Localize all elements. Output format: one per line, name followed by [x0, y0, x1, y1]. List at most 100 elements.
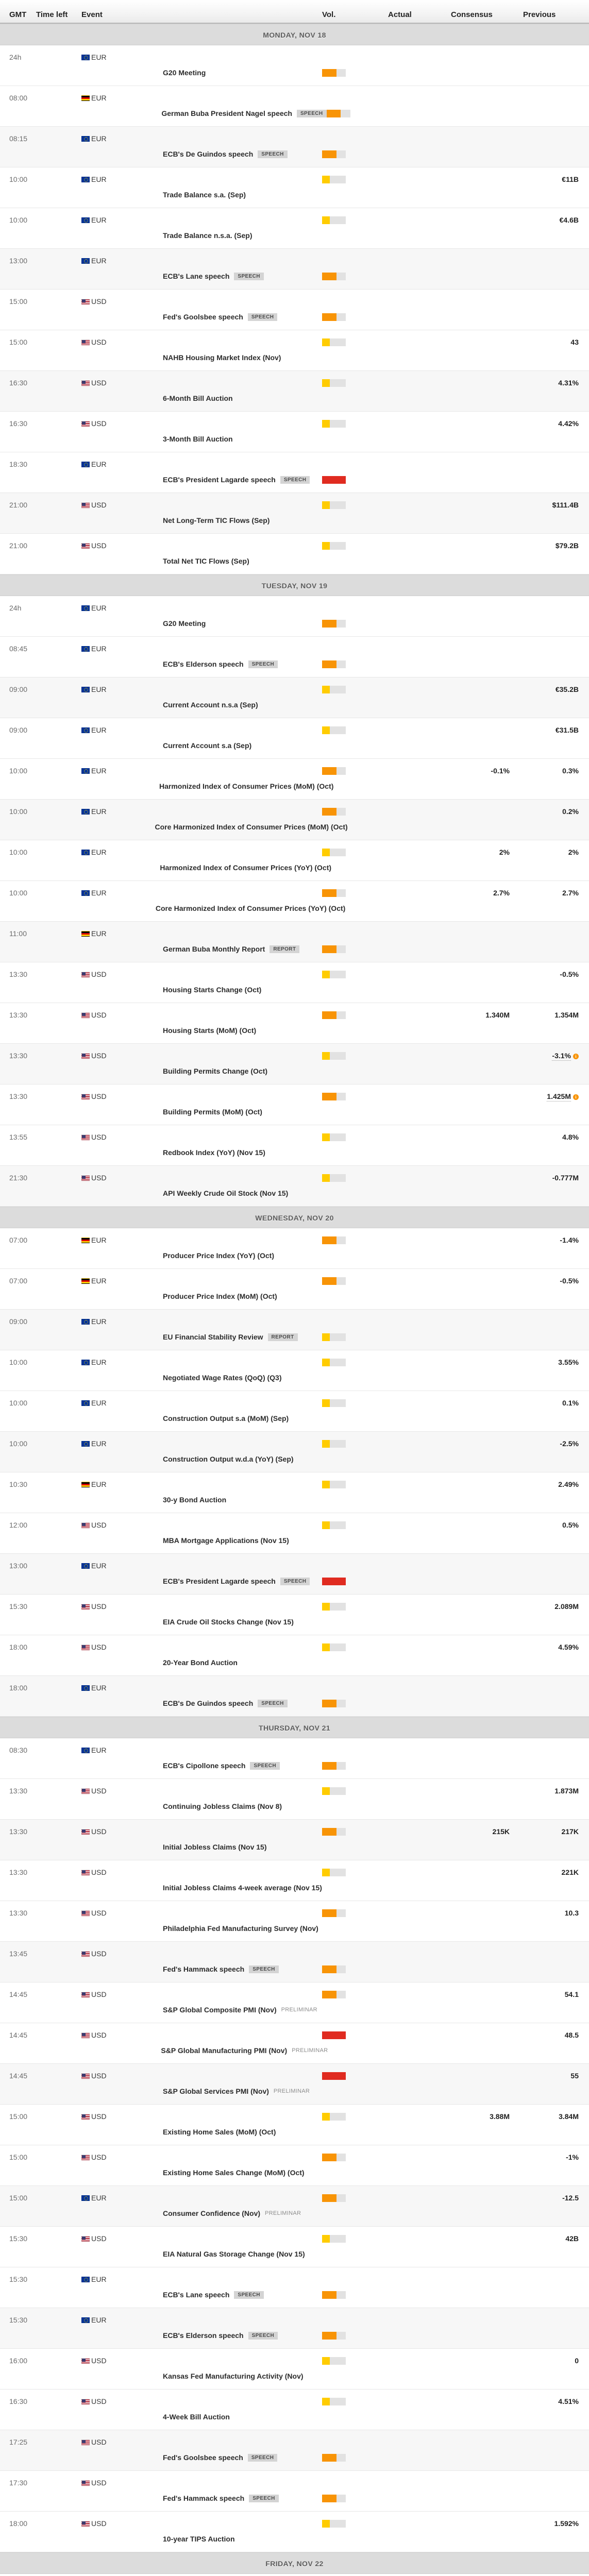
event-row[interactable]: 15:30 USD 42B EIA Natural Gas Storage Chang… [0, 2227, 589, 2267]
event-row[interactable]: 24h EUR G20 Meeting [0, 45, 589, 86]
event-name[interactable]: ECB's De Guindos speech [163, 1699, 254, 1707]
event-name-cell[interactable]: Negotiated Wage Rates (QoQ) (Q3) [81, 1374, 322, 1382]
event-name[interactable]: Initial Jobless Claims (Nov 15) [163, 1843, 267, 1851]
event-name-cell[interactable]: Housing Starts (MoM) (Oct) [81, 1026, 322, 1035]
event-name[interactable]: NAHB Housing Market Index (Nov) [163, 353, 281, 362]
event-name[interactable]: G20 Meeting [163, 69, 206, 77]
event-name-cell[interactable]: S&P Global Composite PMI (Nov) PRELIMINAR [81, 2006, 322, 2014]
event-name[interactable]: Consumer Confidence (Nov) [163, 2209, 261, 2217]
event-name-cell[interactable]: Construction Output s.a (MoM) (Sep) [81, 1414, 322, 1422]
event-name-cell[interactable]: Kansas Fed Manufacturing Activity (Nov) [81, 2372, 322, 2380]
event-row[interactable]: 08:15 EUR ECB's De Guindos speech SPEECH [0, 127, 589, 167]
event-name-cell[interactable]: 20-Year Bond Auction [81, 1658, 322, 1667]
info-icon[interactable]: i [573, 1094, 579, 1100]
event-row[interactable]: 16:30 USD 4.31% 6-Month Bill Auction [0, 371, 589, 412]
event-row[interactable]: 24h EUR G20 Meeting [0, 596, 589, 637]
event-row[interactable]: 21:30 USD -0.777M API Weekly Crude Oil Stoc… [0, 1166, 589, 1207]
event-name-cell[interactable]: Producer Price Index (YoY) (Oct) [81, 1251, 322, 1260]
event-name[interactable]: Total Net TIC Flows (Sep) [163, 557, 249, 565]
event-name-cell[interactable]: S&P Global Manufacturing PMI (Nov) PRELIM… [79, 2046, 328, 2055]
event-row[interactable]: 09:00 EUR EU Financial Stability Review REP… [0, 1310, 589, 1350]
event-name-cell[interactable]: ECB's President Lagarde speech SPEECH [81, 476, 322, 484]
event-name-cell[interactable]: MBA Mortgage Applications (Nov 15) [81, 1536, 322, 1545]
event-name-cell[interactable]: Redbook Index (YoY) (Nov 15) [81, 1148, 322, 1157]
event-name-cell[interactable]: ECB's Lane speech SPEECH [81, 272, 322, 280]
event-name-cell[interactable]: API Weekly Crude Oil Stock (Nov 15) [81, 1189, 322, 1197]
event-name-cell[interactable]: EIA Crude Oil Stocks Change (Nov 15) [81, 1618, 322, 1626]
event-name-cell[interactable]: S&P Global Services PMI (Nov) PRELIMINAR [81, 2087, 322, 2095]
event-name[interactable]: S&P Global Services PMI (Nov) [163, 2087, 269, 2095]
event-name[interactable]: Trade Balance n.s.a. (Sep) [163, 231, 253, 240]
event-row[interactable]: 21:00 USD $79.2B Total Net TIC Flows (Sep) [0, 534, 589, 574]
event-name-cell[interactable]: G20 Meeting [81, 69, 322, 77]
event-row[interactable]: 15:30 EUR ECB's Elderson speech SPEECH [0, 2308, 589, 2349]
event-name-cell[interactable]: Core Harmonized Index of Consumer Prices… [73, 823, 347, 831]
column-header-actual[interactable]: Actual [388, 10, 412, 19]
event-name-cell[interactable]: 30-y Bond Auction [81, 1496, 322, 1504]
event-row[interactable]: 13:30 USD 1.340M 1.354M Housing Starts (MoM)… [0, 1003, 589, 1044]
event-name[interactable]: Negotiated Wage Rates (QoQ) (Q3) [163, 1374, 282, 1382]
event-name[interactable]: Housing Starts (MoM) (Oct) [163, 1026, 257, 1035]
event-row[interactable]: 08:45 EUR ECB's Elderson speech SPEECH [0, 637, 589, 677]
event-row[interactable]: 15:30 USD 2.089M EIA Crude Oil Stocks Chang… [0, 1595, 589, 1635]
event-row[interactable]: 16:30 USD 4.51% 4-Week Bill Auction [0, 2389, 589, 2430]
event-name-cell[interactable]: Current Account s.a (Sep) [81, 741, 322, 750]
event-name-cell[interactable]: Fed's Goolsbee speech SPEECH [81, 313, 322, 321]
event-name[interactable]: 10-year TIPS Auction [163, 2535, 235, 2543]
event-row[interactable]: 15:30 EUR ECB's Lane speech SPEECH [0, 2267, 589, 2308]
event-name[interactable]: 3-Month Bill Auction [163, 435, 233, 443]
event-name-cell[interactable]: Fed's Hammack speech SPEECH [81, 2494, 322, 2502]
event-row[interactable]: 10:00 EUR -0.1% 0.3% Harmonized Index of Con… [0, 759, 589, 800]
event-name-cell[interactable]: ECB's Lane speech SPEECH [81, 2291, 322, 2299]
event-name-cell[interactable]: Continuing Jobless Claims (Nov 8) [81, 1802, 322, 1810]
event-name[interactable]: Current Account n.s.a (Sep) [163, 701, 258, 709]
event-row[interactable]: 10:30 EUR 2.49% 30-y Bond Auction [0, 1472, 589, 1513]
event-name[interactable]: EIA Crude Oil Stocks Change (Nov 15) [163, 1618, 294, 1626]
event-name[interactable]: Core Harmonized Index of Consumer Prices… [155, 904, 346, 912]
event-name[interactable]: Construction Output w.d.a (YoY) (Sep) [163, 1455, 294, 1463]
event-name-cell[interactable]: 10-year TIPS Auction [81, 2535, 322, 2543]
event-name[interactable]: S&P Global Composite PMI (Nov) [163, 2006, 277, 2014]
event-row[interactable]: 15:00 EUR -12.5 Consumer Confidence (Nov) PR… [0, 2186, 589, 2227]
event-row[interactable]: 10:00 EUR 0.1% Construction Output s.a (MoM… [0, 1391, 589, 1432]
event-name[interactable]: MBA Mortgage Applications (Nov 15) [163, 1536, 289, 1545]
event-row[interactable]: 18:00 USD 1.592% 10-year TIPS Auction [0, 2512, 589, 2552]
event-name[interactable]: Redbook Index (YoY) (Nov 15) [163, 1148, 265, 1157]
event-name-cell[interactable]: 3-Month Bill Auction [81, 435, 322, 443]
event-row[interactable]: 16:30 USD 4.42% 3-Month Bill Auction [0, 412, 589, 452]
event-name-cell[interactable]: Initial Jobless Claims 4-week average (N… [81, 1884, 322, 1892]
event-name[interactable]: Current Account s.a (Sep) [163, 741, 252, 750]
column-header-event[interactable]: Event [81, 10, 103, 19]
event-row[interactable]: 10:00 EUR €11B Trade Balance s.a. (Sep) [0, 167, 589, 208]
event-row[interactable]: 10:00 EUR €4.6B Trade Balance n.s.a. (Sep) [0, 208, 589, 249]
event-row[interactable]: 09:00 EUR €31.5B Current Account s.a (Sep) [0, 718, 589, 759]
event-name-cell[interactable]: ECB's Elderson speech SPEECH [81, 2331, 322, 2340]
event-name-cell[interactable]: Existing Home Sales Change (MoM) (Oct) [81, 2168, 322, 2177]
event-row[interactable]: 13:30 USD -3.1% i Building Permits Change (O… [0, 1044, 589, 1084]
event-name-cell[interactable]: EIA Natural Gas Storage Change (Nov 15) [81, 2250, 322, 2258]
event-name-cell[interactable]: Housing Starts Change (Oct) [81, 986, 322, 994]
event-name[interactable]: Fed's Hammack speech [163, 2494, 245, 2502]
column-header-consensus[interactable]: Consensus [451, 10, 493, 19]
event-row[interactable]: 21:00 USD $111.4B Net Long-Term TIC Flows (… [0, 493, 589, 534]
event-name-cell[interactable]: G20 Meeting [81, 619, 322, 628]
event-name[interactable]: EIA Natural Gas Storage Change (Nov 15) [163, 2250, 305, 2258]
event-name[interactable]: Philadelphia Fed Manufacturing Survey (N… [163, 1924, 318, 1933]
event-name[interactable]: ECB's President Lagarde speech [163, 1577, 276, 1585]
info-icon[interactable]: i [573, 1054, 579, 1059]
event-row[interactable]: 13:30 USD 215K 217K Initial Jobless Claims (… [0, 1820, 589, 1860]
event-row[interactable]: 18:00 EUR ECB's De Guindos speech SPEECH [0, 1676, 589, 1717]
event-row[interactable]: 13:00 EUR ECB's Lane speech SPEECH [0, 249, 589, 290]
event-name[interactable]: Construction Output s.a (MoM) (Sep) [163, 1414, 289, 1422]
event-row[interactable]: 13:30 USD -0.5% Housing Starts Change (Oct) [0, 962, 589, 1003]
event-name[interactable]: Harmonized Index of Consumer Prices (YoY… [160, 863, 332, 872]
event-name[interactable]: Harmonized Index of Consumer Prices (MoM… [159, 782, 334, 790]
event-row[interactable]: 13:30 USD 1.425M i Building Permits (MoM) (O… [0, 1084, 589, 1125]
event-name[interactable]: ECB's Lane speech [163, 272, 230, 280]
event-name-cell[interactable]: ECB's De Guindos speech SPEECH [81, 150, 322, 158]
event-name-cell[interactable]: 6-Month Bill Auction [81, 394, 322, 402]
event-name-cell[interactable]: Fed's Goolsbee speech SPEECH [81, 2453, 322, 2462]
event-name-cell[interactable]: 4-Week Bill Auction [81, 2413, 322, 2421]
event-name[interactable]: EU Financial Stability Review [163, 1333, 263, 1341]
column-header-previous[interactable]: Previous [523, 10, 556, 19]
